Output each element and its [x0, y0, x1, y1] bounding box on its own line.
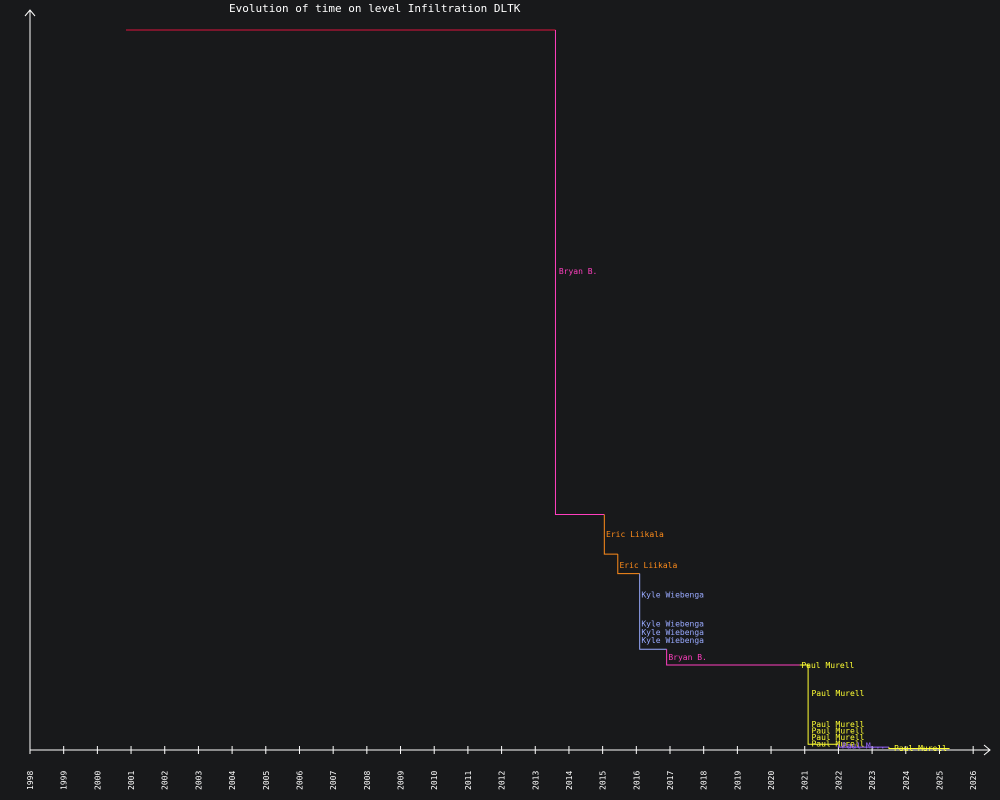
x-tick-label: 2008: [363, 771, 372, 790]
x-tick-label: 2026: [969, 771, 978, 790]
series-line: [617, 554, 640, 575]
x-tick-label: 2001: [127, 771, 136, 790]
series-line: [639, 573, 667, 650]
series-label: Bryan B.: [559, 267, 598, 276]
series-label: Paul Murell: [801, 661, 854, 670]
annotation-label: Kyle Wiebenga: [641, 636, 704, 645]
x-tick-label: 2022: [834, 771, 843, 790]
x-tick-label: 2020: [767, 771, 776, 790]
x-tick-label: 2014: [565, 771, 574, 790]
x-tick-label: 2009: [397, 771, 406, 790]
x-tick-label: 2000: [93, 771, 102, 790]
x-tick-label: 1998: [26, 771, 35, 790]
x-tick-label: 2011: [464, 771, 473, 790]
x-tick-label: 2019: [733, 771, 742, 790]
chart-title: Evolution of time on level Infiltration …: [229, 2, 521, 15]
x-tick-label: 1999: [60, 771, 69, 790]
series-line: [666, 649, 800, 666]
x-tick-label: 2013: [531, 771, 540, 790]
series-lines: [126, 29, 950, 750]
x-tick-label: 2016: [632, 771, 641, 790]
series-label: Eric Liikala: [619, 561, 677, 570]
x-tick-label: 2018: [700, 771, 709, 790]
annotation-label: Paul Murell: [811, 740, 864, 749]
annotation-label: Paul Murell: [811, 733, 864, 742]
series-line: [799, 664, 839, 745]
x-ticks: 1998 1999 2000 2001 2002 2003 2004 2005 2006 2007…: [26, 746, 978, 790]
series-line: [554, 30, 605, 516]
x-tick-label: 2005: [262, 771, 271, 790]
x-tick-label: 2021: [801, 771, 810, 790]
series-label: Paul Murell: [894, 744, 947, 753]
annotation-label: Paul Murell: [811, 727, 864, 736]
x-tick-label: 2002: [161, 771, 170, 790]
annotation-label: Kyle Wiebenga: [641, 619, 704, 628]
x-tick-label: 2007: [329, 771, 338, 790]
annotation-label: Paul Murell: [811, 720, 864, 729]
x-axis-arrow: [983, 744, 991, 756]
x-tick-label: 2024: [902, 771, 911, 790]
x-tick-label: 2012: [498, 771, 507, 790]
x-tick-label: 2015: [599, 771, 608, 790]
series-label: Eric Liikala: [606, 530, 664, 539]
x-tick-label: 2004: [228, 771, 237, 790]
series-line: [603, 514, 618, 555]
series-labels: Bryan B. Eric Liikala Eric Liikala Kyle Wie…: [559, 267, 947, 753]
x-tick-label: 2025: [935, 771, 944, 790]
y-axis-arrow: [24, 9, 36, 17]
annotation-label: Paul Murell: [811, 689, 864, 698]
annotation-label: Paul M...: [842, 742, 885, 751]
x-tick-label: 2010: [430, 771, 439, 790]
series-label: Bryan B.: [668, 653, 707, 662]
x-tick-label: 2003: [194, 771, 203, 790]
series-line: [837, 744, 889, 748]
x-tick-label: 2017: [666, 771, 675, 790]
axes: [24, 9, 991, 756]
x-tick-label: 2006: [295, 771, 304, 790]
series-line: [888, 747, 950, 750]
annotation-label: Kyle Wiebenga: [641, 628, 704, 637]
series-label: Kyle Wiebenga: [641, 590, 704, 599]
x-tick-label: 2023: [868, 771, 877, 790]
